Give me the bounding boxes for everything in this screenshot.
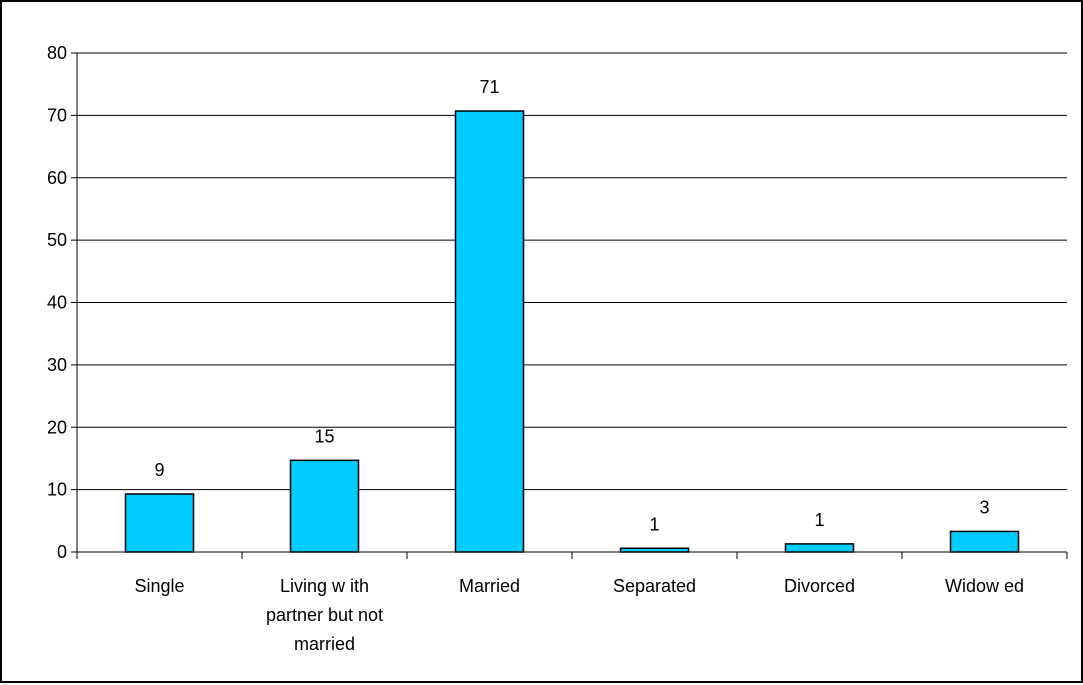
- y-tick-label: 80: [47, 43, 67, 63]
- y-tick-label: 0: [57, 542, 67, 562]
- x-category-labels: Single Living w ith partner but not married…: [134, 576, 1024, 654]
- x-category-label: Divorced: [784, 576, 855, 596]
- x-category-label: Single: [134, 576, 184, 596]
- y-tick-label: 30: [47, 355, 67, 375]
- y-tick-label: 10: [47, 480, 67, 500]
- x-category-label: Married: [459, 576, 520, 596]
- x-category-label: Separated: [613, 576, 696, 596]
- y-tick-label: 60: [47, 168, 67, 188]
- gridlines: [77, 52, 1067, 491]
- y-tick-labels: 0 10 20 30 40 50 60 70 80: [47, 43, 67, 562]
- y-tick-label: 50: [47, 230, 67, 250]
- bar: [949, 530, 1020, 553]
- data-label: 15: [314, 426, 334, 446]
- data-label: 71: [479, 77, 499, 97]
- bar: [619, 547, 690, 553]
- x-category-label: married: [294, 634, 355, 654]
- x-category-label: Widow ed: [945, 576, 1024, 596]
- y-tick-label: 40: [47, 293, 67, 313]
- bar: [454, 110, 525, 553]
- bar-series: [124, 110, 1020, 553]
- y-tick-label: 70: [47, 105, 67, 125]
- data-labels: 9 15 71 1 1 3: [154, 77, 989, 534]
- x-category-label: partner but not: [266, 605, 383, 625]
- bar: [784, 543, 855, 553]
- bar: [124, 493, 195, 553]
- x-category-label: Living w ith: [280, 576, 369, 596]
- data-label: 3: [979, 497, 989, 517]
- axes: [71, 52, 1068, 559]
- data-label: 9: [154, 460, 164, 480]
- data-label: 1: [814, 510, 824, 530]
- bar: [289, 459, 360, 553]
- y-tick-label: 20: [47, 417, 67, 437]
- data-label: 1: [649, 514, 659, 534]
